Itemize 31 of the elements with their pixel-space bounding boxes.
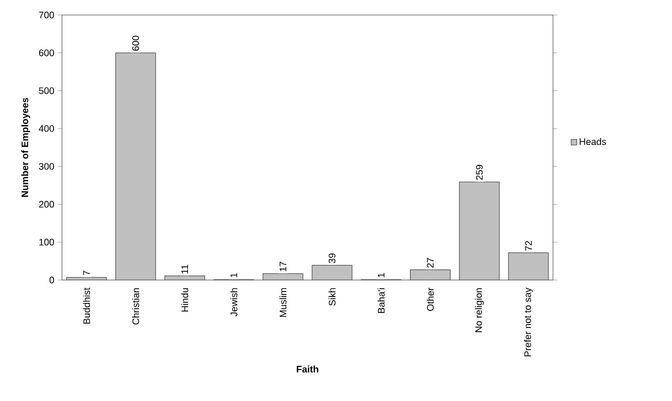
data-label: 600 (132, 36, 140, 51)
y-tick-label: 300 (38, 163, 54, 170)
data-label: 27 (426, 258, 434, 268)
x-tick-label: Buddhist (83, 288, 90, 324)
y-tick-label: 600 (39, 50, 54, 56)
y-tick-label: 400 (38, 125, 54, 132)
data-label: 1 (378, 273, 384, 278)
y-axis-title: Number of Employees (21, 98, 30, 197)
data-label: 259 (476, 164, 483, 180)
x-tick-label: Sikh (328, 288, 336, 306)
y-tick-label: 500 (38, 87, 54, 94)
data-label: 17 (280, 262, 286, 272)
data-label: 7 (83, 270, 90, 276)
y-tick-label: 200 (39, 200, 54, 208)
x-tick-label: No religion (474, 288, 484, 332)
x-tick-label: Other (426, 288, 434, 311)
x-axis-title: Faith (296, 366, 318, 373)
legend-label: Heads (580, 138, 606, 146)
x-tick-label: Hindu (181, 288, 188, 312)
data-label: 1 (230, 273, 238, 278)
y-tick-label: 0 (50, 276, 54, 284)
data-label: 11 (181, 264, 188, 274)
x-tick-label: Baha'i (378, 288, 385, 313)
y-tick-label: 700 (39, 12, 54, 18)
x-tick-label: Muslim (279, 288, 286, 317)
data-label: 39 (328, 253, 336, 264)
x-tick-label: Christian (132, 288, 140, 324)
x-tick-label: Prefer not to say (524, 288, 533, 356)
y-tick-label: 100 (39, 238, 54, 246)
x-tick-label: Jewish (230, 288, 238, 316)
data-label: 72 (525, 240, 532, 251)
